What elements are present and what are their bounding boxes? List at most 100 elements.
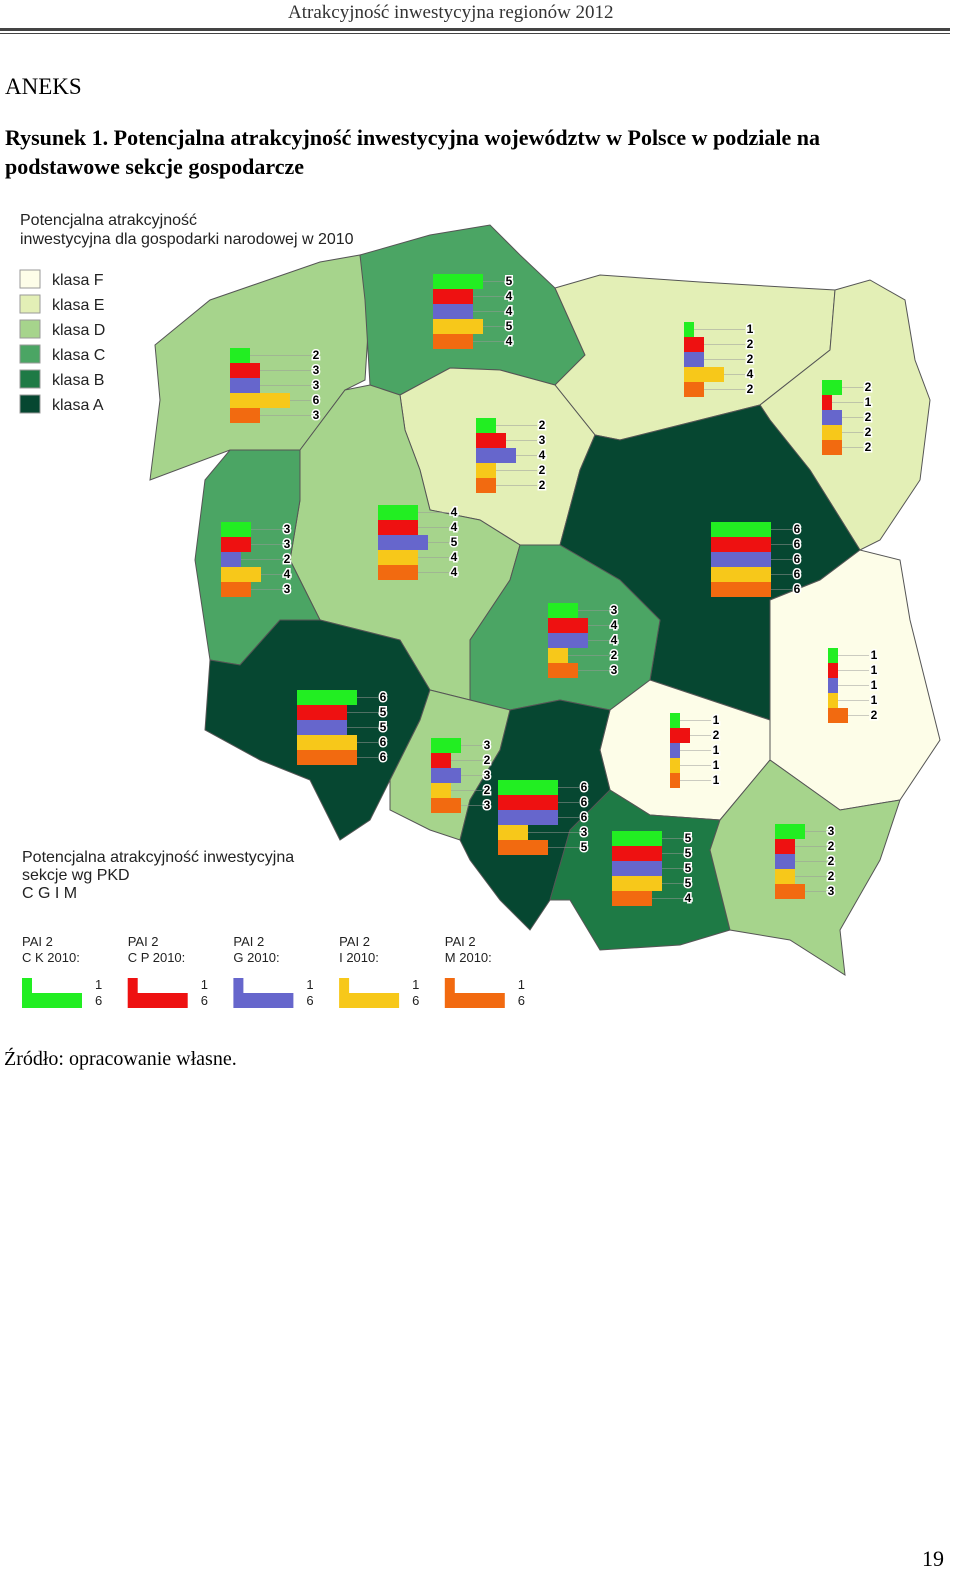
value-label: 2 bbox=[747, 352, 754, 366]
bar bbox=[476, 478, 496, 493]
value-label: 6 bbox=[581, 780, 588, 794]
bar bbox=[221, 582, 251, 597]
bar bbox=[670, 743, 680, 758]
bar bbox=[498, 780, 558, 795]
bar bbox=[221, 537, 251, 552]
value-label: 5 bbox=[380, 705, 387, 719]
bar bbox=[476, 433, 506, 448]
value-label: 4 bbox=[506, 334, 513, 348]
legend-swatch bbox=[19, 319, 41, 339]
value-label: 4 bbox=[451, 550, 458, 564]
value-label: 6 bbox=[794, 552, 801, 566]
value-label: 2 bbox=[539, 478, 546, 492]
value-label: 3 bbox=[581, 825, 588, 839]
bar bbox=[612, 846, 662, 861]
pkd-scale: 1 bbox=[518, 977, 525, 992]
value-label: 1 bbox=[871, 678, 878, 692]
running-header: Atrakcyjność inwestycyjna regionów 2012 bbox=[288, 2, 614, 23]
value-label: 2 bbox=[865, 410, 872, 424]
source-note: Źródło: opracowanie własne. bbox=[4, 1048, 237, 1070]
legend-swatch bbox=[19, 294, 41, 314]
pkd-label: I 2010: bbox=[339, 950, 379, 965]
value-label: 5 bbox=[451, 535, 458, 549]
bar bbox=[828, 708, 848, 723]
value-label: 3 bbox=[611, 603, 618, 617]
pkd-swatch bbox=[127, 978, 188, 1008]
value-label: 2 bbox=[865, 380, 872, 394]
value-label: 3 bbox=[828, 824, 835, 838]
value-label: 6 bbox=[794, 522, 801, 536]
bar bbox=[548, 603, 578, 618]
bar bbox=[498, 825, 528, 840]
pkd-scale: 6 bbox=[306, 993, 313, 1008]
bar bbox=[297, 750, 357, 765]
legend-label: klasa C bbox=[52, 347, 105, 364]
value-label: 3 bbox=[539, 433, 546, 447]
bar bbox=[297, 735, 357, 750]
value-label: 6 bbox=[794, 567, 801, 581]
legend-swatch bbox=[19, 394, 41, 414]
bar bbox=[221, 567, 261, 582]
header-rule bbox=[0, 28, 950, 34]
bar bbox=[230, 408, 260, 423]
pkd-scale: 6 bbox=[412, 993, 419, 1008]
pkd-swatch bbox=[22, 978, 82, 1008]
bar bbox=[775, 884, 805, 899]
legend-swatch bbox=[19, 269, 41, 289]
value-label: 4 bbox=[747, 367, 754, 381]
value-label: 1 bbox=[871, 663, 878, 677]
value-label: 3 bbox=[284, 522, 291, 536]
bar bbox=[378, 520, 418, 535]
bar bbox=[775, 839, 795, 854]
value-label: 5 bbox=[685, 861, 692, 875]
value-label: 2 bbox=[284, 552, 291, 566]
pkd-label: PAI 2 bbox=[445, 934, 476, 949]
bar bbox=[828, 663, 838, 678]
value-label: 4 bbox=[451, 520, 458, 534]
value-label: 4 bbox=[506, 304, 513, 318]
pkd-scale: 1 bbox=[412, 977, 419, 992]
value-label: 4 bbox=[685, 891, 692, 905]
bar bbox=[822, 395, 832, 410]
pkd-title: C G I M bbox=[22, 885, 77, 902]
pkd-label: PAI 2 bbox=[22, 934, 53, 949]
bar bbox=[297, 705, 347, 720]
value-label: 2 bbox=[484, 783, 491, 797]
value-label: 6 bbox=[794, 582, 801, 596]
bar bbox=[828, 693, 838, 708]
pkd-label: G 2010: bbox=[233, 950, 279, 965]
value-label: 2 bbox=[313, 348, 320, 362]
bar bbox=[612, 861, 662, 876]
value-label: 1 bbox=[713, 758, 720, 772]
bar bbox=[431, 753, 451, 768]
value-label: 2 bbox=[747, 337, 754, 351]
legend-swatch bbox=[19, 369, 41, 389]
value-label: 2 bbox=[484, 753, 491, 767]
bar bbox=[230, 348, 250, 363]
value-label: 1 bbox=[713, 743, 720, 757]
bar bbox=[221, 552, 241, 567]
legend-swatch bbox=[19, 344, 41, 364]
value-label: 2 bbox=[713, 728, 720, 742]
value-label: 2 bbox=[828, 854, 835, 868]
value-label: 4 bbox=[451, 565, 458, 579]
legend-label: klasa A bbox=[52, 397, 104, 414]
value-label: 6 bbox=[581, 795, 588, 809]
bar bbox=[548, 648, 568, 663]
pkd-scale: 6 bbox=[95, 993, 102, 1008]
bar bbox=[433, 334, 473, 349]
value-label: 3 bbox=[313, 363, 320, 377]
bar bbox=[230, 393, 290, 408]
legend-label: klasa B bbox=[52, 372, 104, 389]
bar bbox=[670, 728, 690, 743]
bar bbox=[297, 690, 357, 705]
legend-label: klasa E bbox=[52, 297, 104, 314]
value-label: 1 bbox=[747, 322, 754, 336]
pkd-label: C P 2010: bbox=[128, 950, 186, 965]
bar bbox=[612, 831, 662, 846]
pkd-label: PAI 2 bbox=[339, 934, 370, 949]
bar bbox=[670, 713, 680, 728]
value-label: 3 bbox=[484, 738, 491, 752]
section-title: ANEKS bbox=[5, 74, 82, 99]
